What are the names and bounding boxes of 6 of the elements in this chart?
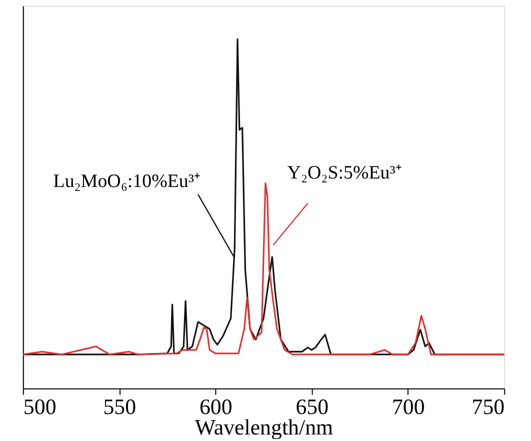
- x-tick-label: 700: [392, 394, 425, 419]
- x-tick-label: 550: [103, 394, 136, 419]
- series-label: Lu₂MoO₆:10%Eu³⁺: [53, 170, 200, 192]
- x-tick-label: 750: [472, 394, 505, 419]
- x-tick-label: 500: [23, 394, 56, 419]
- series-label: Y₂O₂S:5%Eu³⁺: [287, 162, 402, 184]
